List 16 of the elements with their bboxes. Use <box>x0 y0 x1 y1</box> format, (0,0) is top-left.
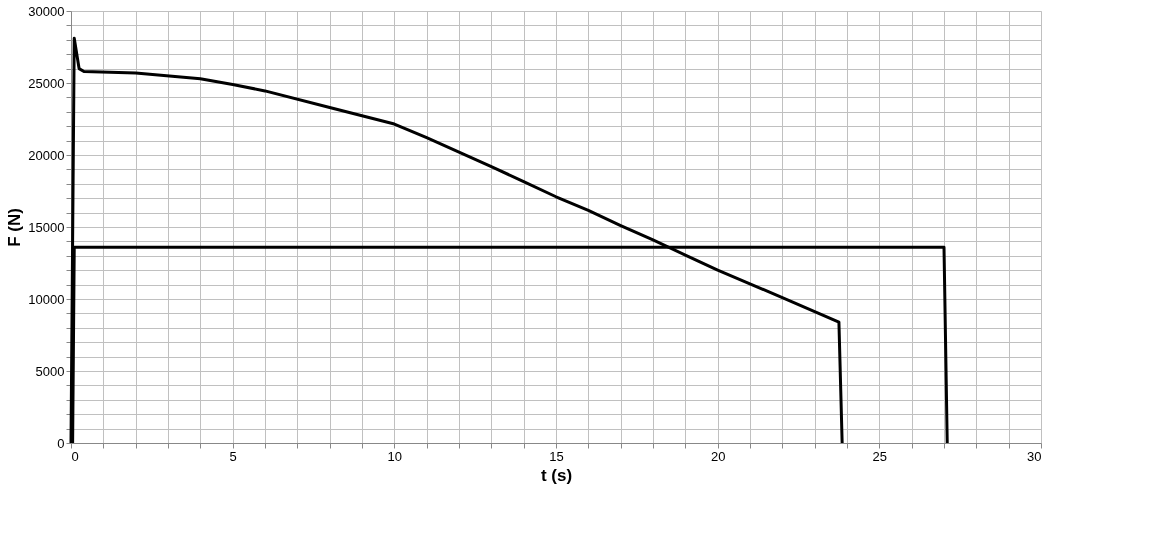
y-axis-title: F (N) <box>5 208 25 247</box>
y-tick-label: 20000 <box>28 147 65 163</box>
x-tick-label: 0 <box>71 448 79 464</box>
y-tick-label: 5000 <box>35 363 65 379</box>
x-tick-label: 30 <box>1027 448 1042 464</box>
y-tick-label: 25000 <box>28 75 65 91</box>
x-tick-label: 20 <box>710 448 726 464</box>
y-tick-label: 10000 <box>28 291 65 307</box>
x-tick-label: 25 <box>872 448 888 464</box>
y-tick-label: 30000 <box>28 3 65 19</box>
y-tick-label: 0 <box>57 435 65 451</box>
y-tick-label: 15000 <box>28 219 65 235</box>
x-tick-label: 15 <box>549 448 564 464</box>
x-tick-label: 5 <box>229 448 237 464</box>
x-axis-title: t (s) <box>540 465 573 485</box>
x-tick-label: 10 <box>387 448 403 464</box>
